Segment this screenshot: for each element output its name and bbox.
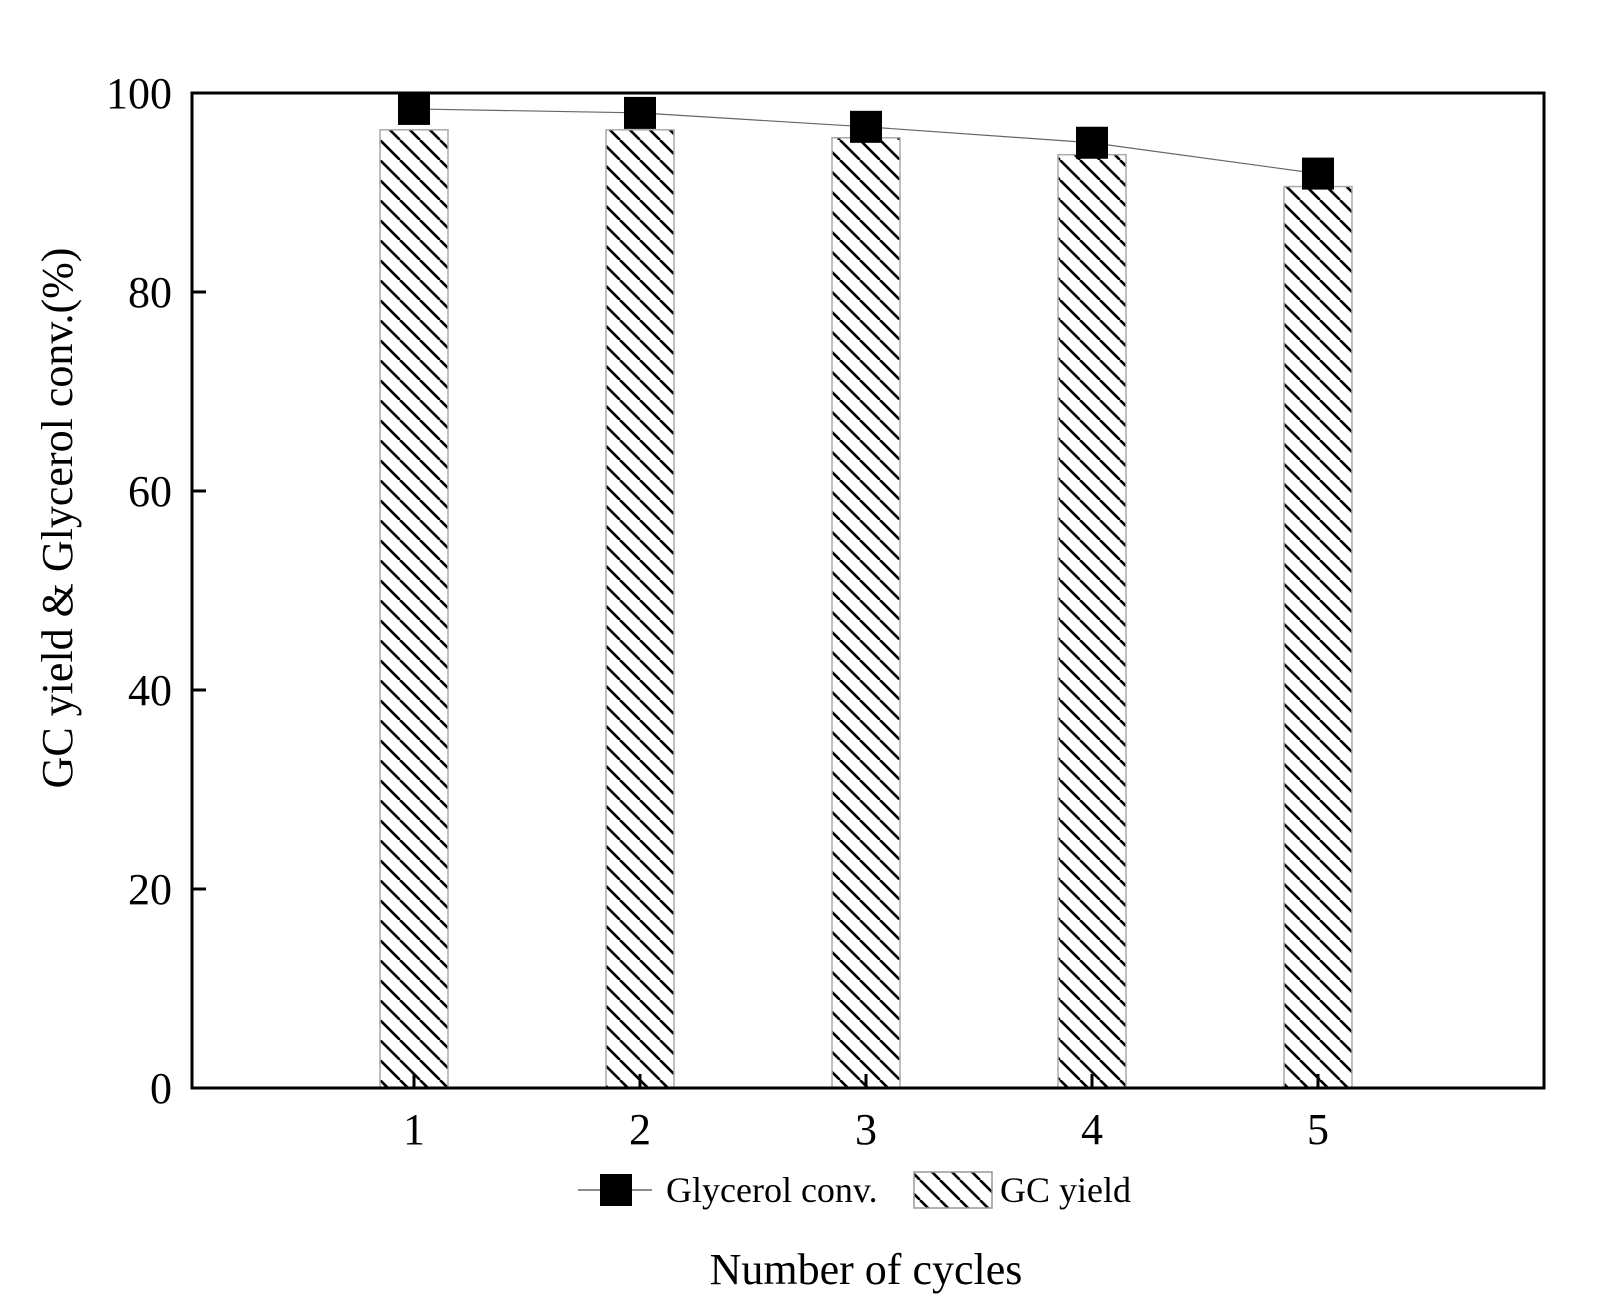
bar-1 <box>379 129 449 1089</box>
legend-label-glycerol-conv: Glycerol conv. <box>666 1170 878 1210</box>
x-axis: 1 2 3 4 5 <box>403 1074 1329 1154</box>
legend: Glycerol conv. GC yield <box>578 1170 1131 1210</box>
legend-hatch-swatch <box>913 1171 993 1209</box>
bar-3 <box>831 137 901 1089</box>
x-tick-label: 3 <box>855 1105 877 1154</box>
bar-series <box>379 129 1353 1089</box>
glycerol-conv-point-2 <box>624 96 656 129</box>
plot-frame <box>190 91 1546 1090</box>
y-tick-label: 80 <box>128 268 172 317</box>
glycerol-conv-point-4 <box>1076 126 1108 159</box>
legend-square-marker <box>600 1174 632 1206</box>
line-series <box>398 92 1334 190</box>
y-tick-label: 20 <box>128 865 172 914</box>
y-tick-label: 60 <box>128 467 172 516</box>
y-tick-label: 100 <box>106 69 172 118</box>
x-axis-label: Number of cycles <box>710 1245 1023 1294</box>
x-tick-label: 5 <box>1307 1105 1329 1154</box>
bar-4 <box>1057 153 1127 1089</box>
x-tick-label: 4 <box>1081 1105 1103 1154</box>
glycerol-conv-point-3 <box>850 110 882 143</box>
bar-2 <box>605 129 675 1089</box>
glycerol-conv-point-1 <box>398 92 430 125</box>
y-axis: 0 20 40 60 80 100 <box>106 69 206 1113</box>
bar-5 <box>1283 185 1353 1089</box>
x-tick-label: 1 <box>403 1105 425 1154</box>
y-axis-label: GC yield & Glycerol conv.(%) <box>33 248 82 789</box>
y-tick-label: 40 <box>128 666 172 715</box>
y-tick-label: 0 <box>150 1064 172 1113</box>
x-tick-label: 2 <box>629 1105 651 1154</box>
legend-label-gc-yield: GC yield <box>1000 1170 1131 1210</box>
glycerol-conv-point-5 <box>1302 157 1334 190</box>
